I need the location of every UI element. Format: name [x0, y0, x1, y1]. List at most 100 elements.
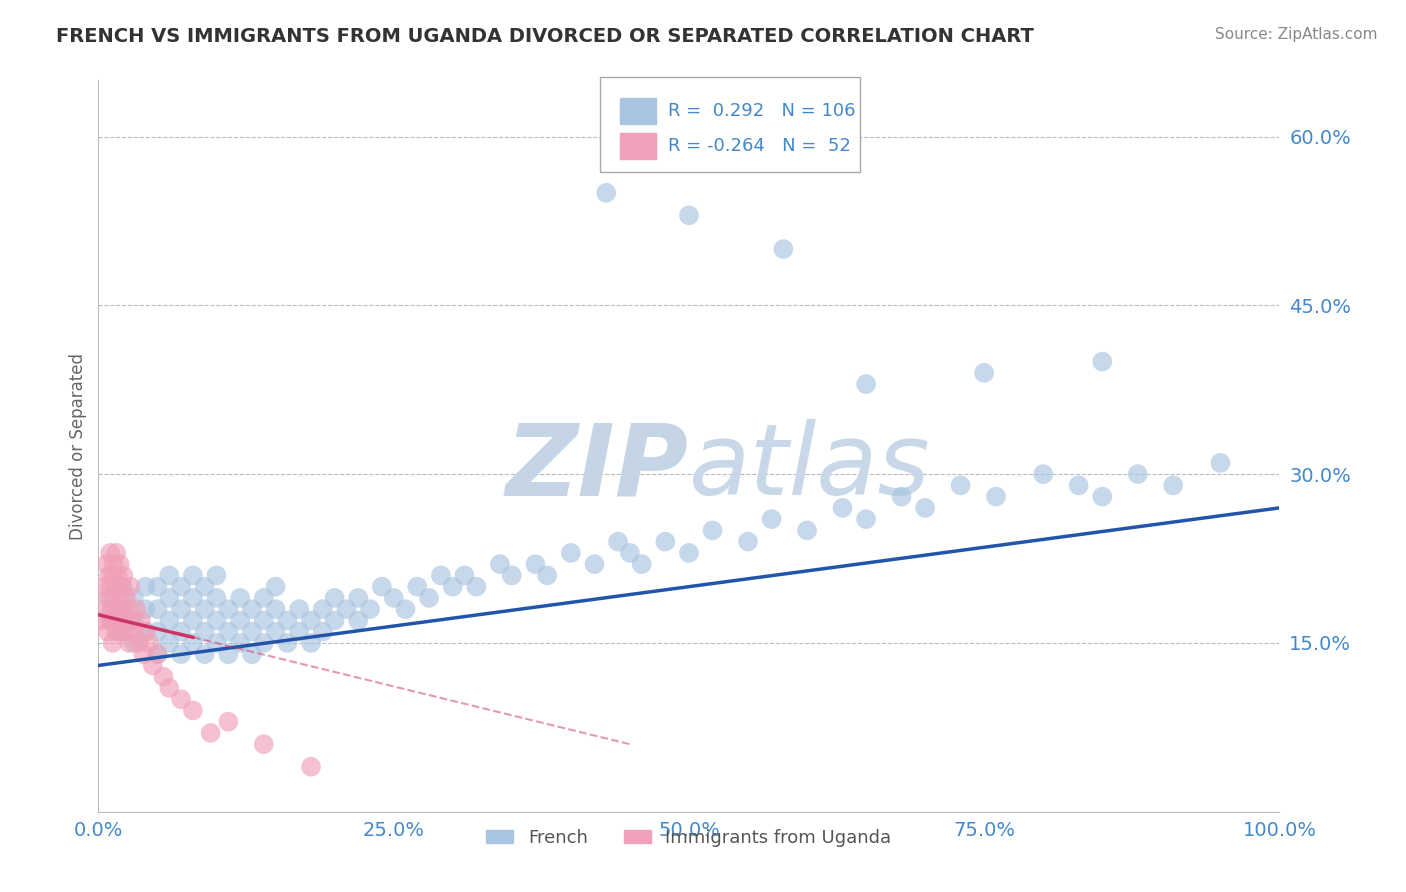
Point: [118, 636, 141, 650]
Point: [111, 580, 134, 594]
Point: [157, 568, 180, 582]
Point: [98, 546, 121, 560]
Point: [205, 568, 228, 582]
Point: [678, 208, 700, 222]
Point: [359, 602, 381, 616]
Point: [125, 602, 148, 616]
Point: [181, 636, 204, 650]
Point: [288, 602, 311, 616]
Point: [761, 512, 783, 526]
Point: [205, 591, 228, 605]
Point: [406, 580, 429, 594]
Point: [595, 186, 617, 200]
Point: [146, 647, 169, 661]
Point: [240, 624, 263, 639]
Point: [200, 726, 222, 740]
Point: [217, 602, 239, 616]
Point: [949, 478, 972, 492]
Point: [855, 512, 877, 526]
Point: [96, 557, 118, 571]
Point: [100, 602, 122, 616]
Point: [93, 580, 115, 594]
Point: [111, 580, 134, 594]
Point: [217, 647, 239, 661]
Point: [430, 568, 453, 582]
Point: [678, 546, 700, 560]
Point: [205, 636, 228, 650]
Point: [229, 636, 252, 650]
Point: [157, 636, 180, 650]
Text: R =  0.292   N = 106: R = 0.292 N = 106: [668, 102, 855, 120]
Point: [170, 647, 193, 661]
Point: [702, 524, 724, 538]
Point: [181, 568, 204, 582]
Point: [1161, 478, 1184, 492]
Point: [394, 602, 416, 616]
Point: [890, 490, 912, 504]
Point: [264, 624, 287, 639]
Point: [831, 500, 853, 515]
Point: [465, 580, 488, 594]
Point: [129, 614, 152, 628]
Point: [115, 624, 138, 639]
Point: [120, 580, 142, 594]
Point: [347, 591, 370, 605]
Point: [583, 557, 606, 571]
Point: [146, 602, 169, 616]
Point: [117, 602, 139, 616]
Point: [1209, 456, 1232, 470]
Point: [796, 524, 818, 538]
Point: [630, 557, 652, 571]
Point: [654, 534, 676, 549]
Point: [441, 580, 464, 594]
Point: [264, 580, 287, 594]
Point: [146, 580, 169, 594]
Point: [217, 714, 239, 729]
Point: [489, 557, 512, 571]
Point: [382, 591, 405, 605]
Point: [146, 624, 169, 639]
Point: [524, 557, 547, 571]
Point: [217, 624, 239, 639]
Point: [335, 602, 357, 616]
Point: [229, 614, 252, 628]
Text: ZIP: ZIP: [506, 419, 689, 516]
Text: Source: ZipAtlas.com: Source: ZipAtlas.com: [1215, 27, 1378, 42]
Point: [104, 614, 127, 628]
Point: [772, 242, 794, 256]
Point: [157, 614, 180, 628]
Point: [103, 591, 125, 605]
Point: [97, 591, 120, 605]
Point: [1126, 467, 1149, 482]
Point: [1067, 478, 1090, 492]
Point: [135, 580, 157, 594]
FancyBboxPatch shape: [600, 77, 860, 171]
Point: [103, 557, 125, 571]
Point: [253, 636, 276, 650]
Text: R = -0.264   N =  52: R = -0.264 N = 52: [668, 137, 851, 155]
Point: [107, 614, 129, 628]
Point: [105, 580, 128, 594]
Point: [91, 614, 114, 628]
Point: [111, 602, 134, 616]
Bar: [620, 98, 655, 124]
Point: [122, 624, 145, 639]
Point: [347, 614, 370, 628]
Point: [132, 647, 155, 661]
Point: [170, 602, 193, 616]
Point: [135, 624, 157, 639]
Point: [98, 614, 121, 628]
Point: [94, 602, 117, 616]
Point: [105, 602, 128, 616]
Point: [138, 636, 160, 650]
Point: [98, 614, 121, 628]
Point: [323, 614, 346, 628]
Point: [105, 568, 128, 582]
Point: [170, 580, 193, 594]
Point: [135, 602, 157, 616]
Point: [110, 624, 132, 639]
Point: [101, 636, 124, 650]
Point: [122, 636, 145, 650]
Point: [194, 647, 217, 661]
Point: [122, 614, 145, 628]
